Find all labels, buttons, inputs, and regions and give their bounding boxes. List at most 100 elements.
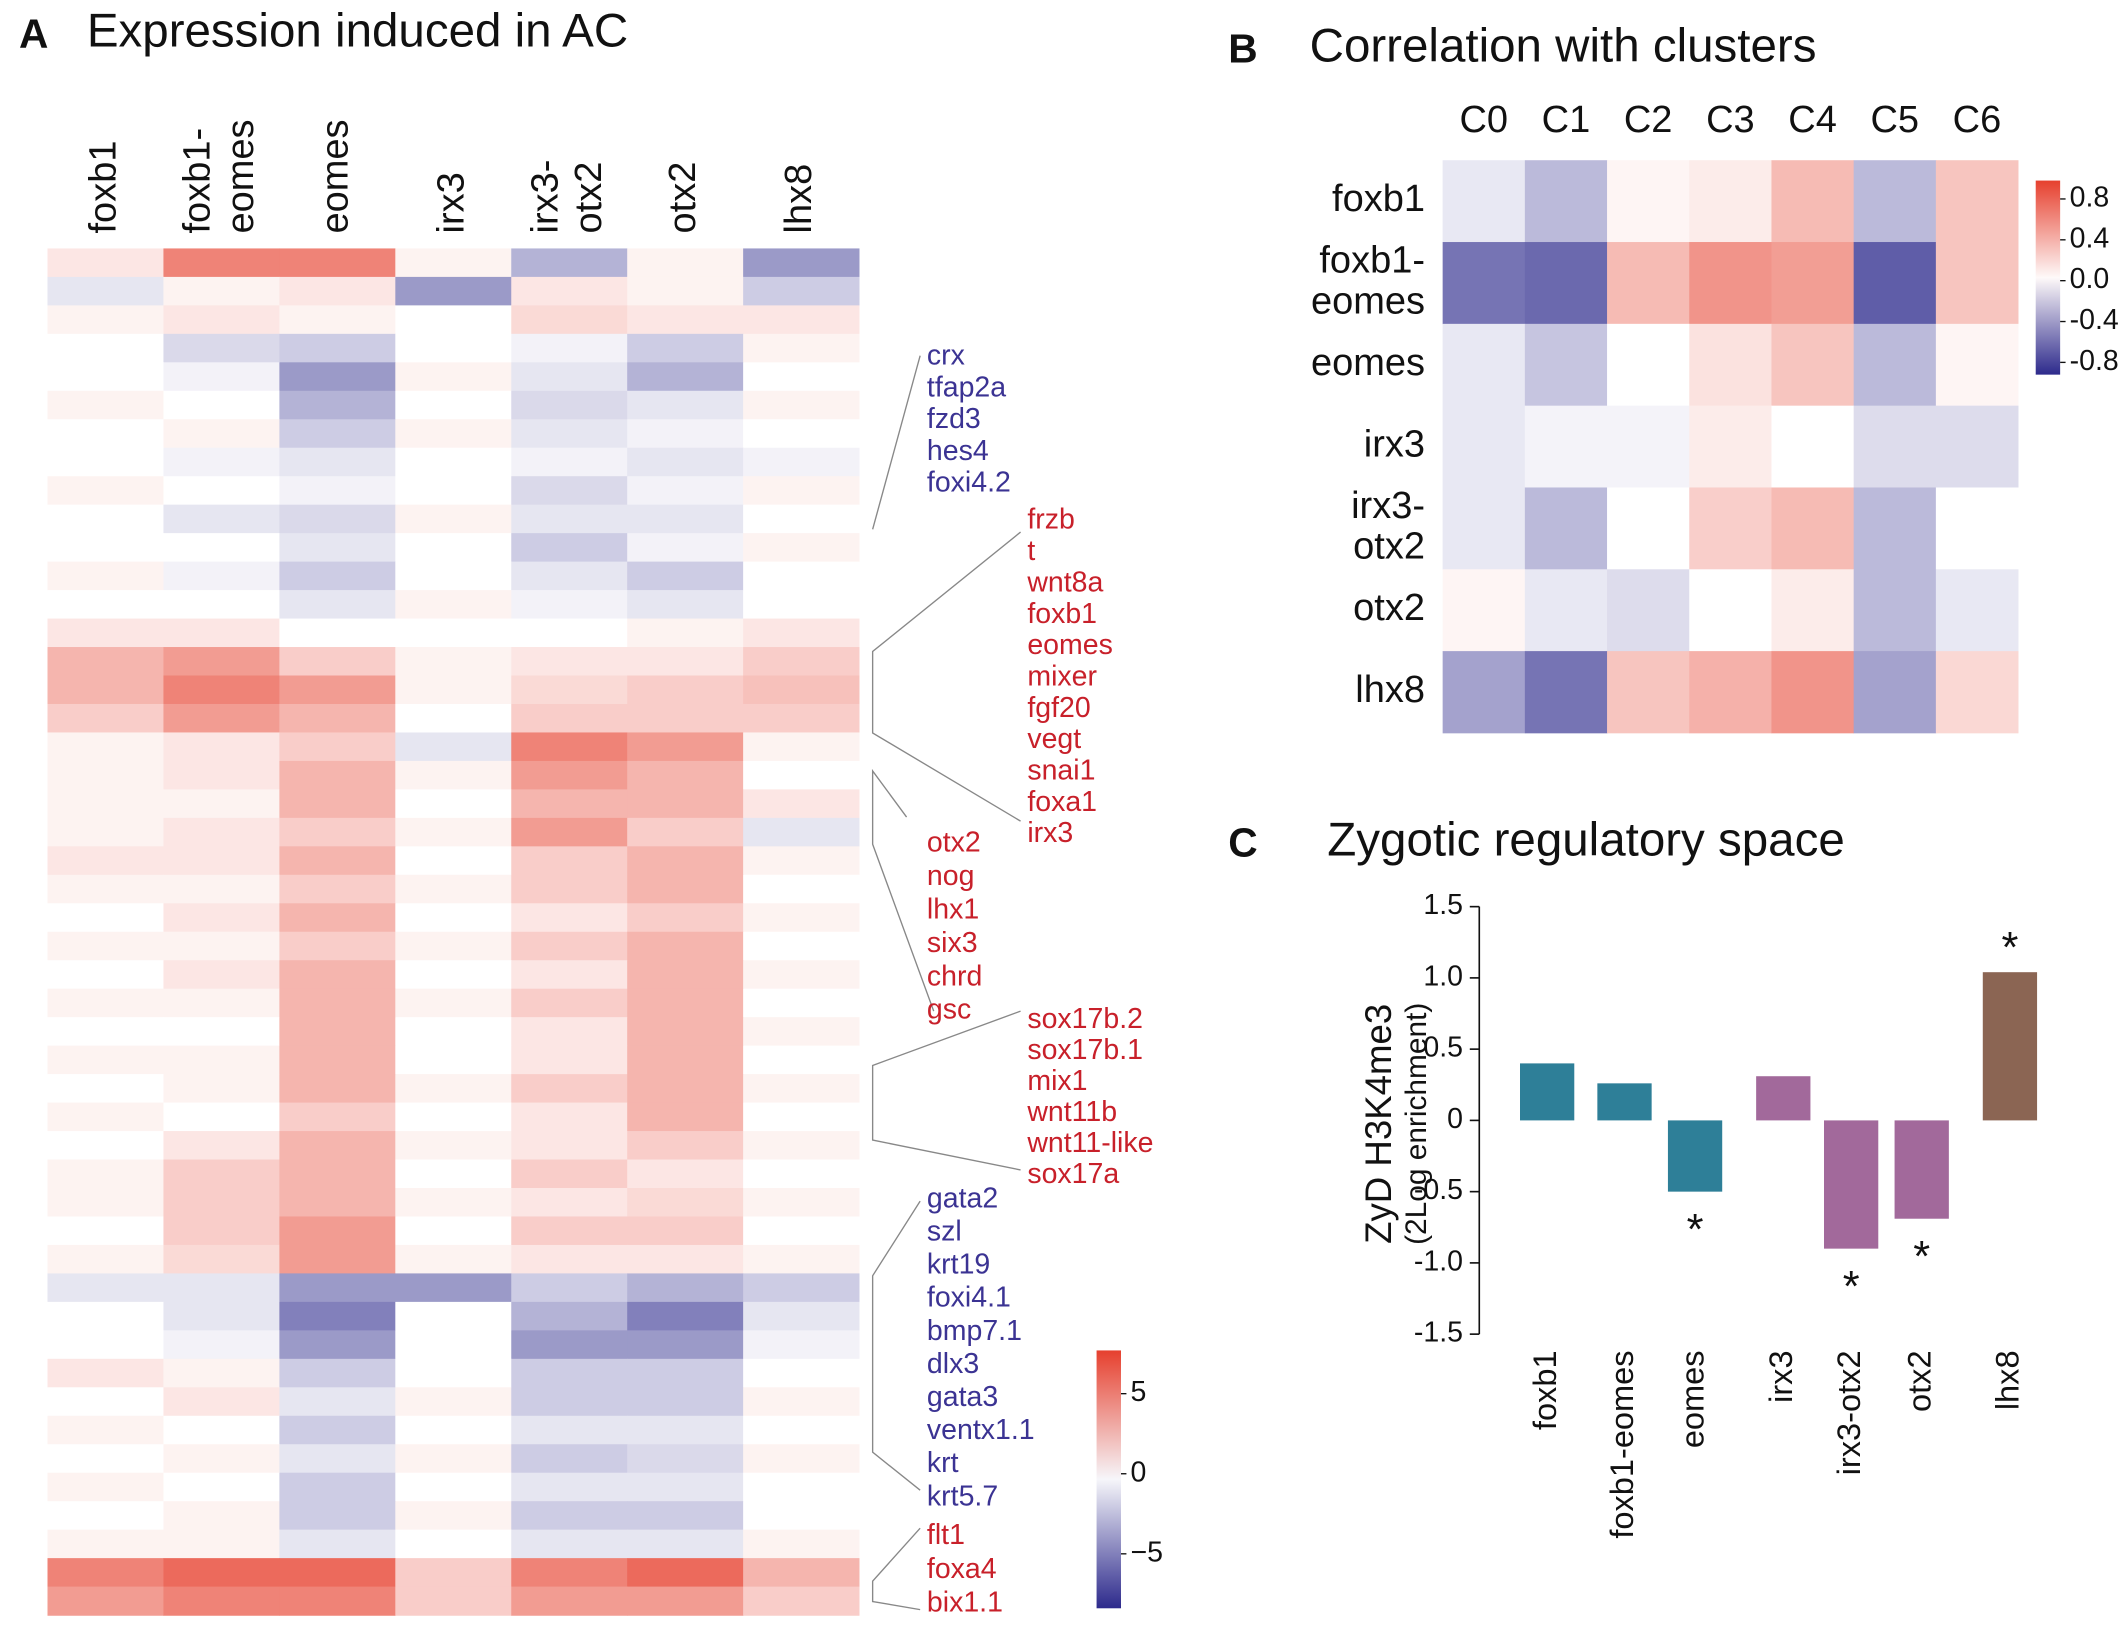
column-label: C5: [1870, 99, 1919, 141]
heatmap-cell: [1853, 160, 1937, 243]
heatmap-cell: [511, 504, 628, 534]
x-tick-label: irx3: [1763, 1350, 1799, 1402]
y-axis-label: (2Log enrichment): [1400, 1003, 1433, 1245]
heatmap-cell: [163, 1415, 280, 1445]
heatmap-cell: [627, 817, 744, 848]
heatmap-cell: [163, 703, 280, 734]
heatmap-cell: [279, 533, 396, 563]
heatmap-cell: [1853, 323, 1937, 407]
heatmap-cell: [743, 419, 860, 449]
heatmap-cell: [47, 846, 164, 876]
heatmap-cell: [47, 1330, 164, 1360]
heatmap-cell: [1771, 242, 1855, 325]
heatmap-cell: [627, 1444, 744, 1474]
heatmap-cell: [1524, 487, 1608, 570]
heatmap-cell: [511, 447, 628, 477]
gene-label: mixer: [1027, 660, 1097, 692]
heatmap-cell: [511, 561, 628, 591]
heatmap-cell: [279, 1187, 396, 1218]
y-tick-label: 1.5: [1423, 889, 1463, 921]
heatmap-cell: [163, 1045, 280, 1075]
column-label: otx2: [662, 162, 704, 234]
heatmap-cell: [627, 447, 744, 477]
y-tick-label: -1.0: [1414, 1245, 1463, 1277]
heatmap-cell: [163, 760, 280, 791]
heatmap-cell: [395, 647, 512, 677]
gene-label: fgf20: [1027, 692, 1090, 724]
heatmap-cell: [1607, 405, 1690, 488]
heatmap-cell: [395, 419, 512, 449]
panel-letter: B: [1228, 25, 1257, 71]
heatmap-cell: [627, 504, 744, 534]
heatmap-cell: [511, 1102, 628, 1132]
heatmap-cell: [1607, 651, 1690, 734]
heatmap-cell: [743, 1216, 860, 1246]
y-tick-label: 0.5: [1423, 1032, 1463, 1064]
gene-label: hes4: [927, 435, 989, 467]
heatmap-cell: [47, 504, 164, 534]
heatmap-cell: [743, 1330, 860, 1360]
heatmap-cell: [511, 1159, 628, 1189]
heatmap-cell: [743, 1045, 860, 1075]
row-label: eomes: [1311, 342, 1425, 384]
gene-label: ventx1.1: [927, 1414, 1035, 1446]
heatmap-cell: [1853, 487, 1937, 570]
chart-title: Correlation with clusters: [1310, 19, 1817, 72]
heatmap-cell: [163, 675, 280, 705]
heatmap-cell: [511, 675, 628, 705]
heatmap-cell: [395, 703, 512, 734]
heatmap-cell: [395, 1187, 512, 1218]
bar: [1756, 1076, 1811, 1121]
heatmap-cell: [279, 988, 396, 1018]
heatmap-cell: [627, 1045, 744, 1075]
heatmap-cell: [1524, 569, 1608, 652]
heatmap-cell: [627, 732, 744, 762]
heatmap-cell: [163, 1558, 280, 1588]
row-label: irx3-otx2: [1351, 485, 1425, 568]
column-label: C0: [1459, 99, 1508, 141]
gene-label: chrd: [927, 960, 982, 992]
heatmap-cell: [627, 305, 744, 335]
y-axis-label: ZyD H3K4me3: [1358, 1004, 1399, 1244]
heatmap-cell: [163, 1273, 280, 1303]
colorbar-tick-label: −5: [1131, 1536, 1163, 1568]
heatmap-cell: [511, 647, 628, 677]
heatmap-cell: [163, 447, 280, 477]
heatmap-cell: [743, 1131, 860, 1161]
row-label: foxb1: [1332, 178, 1425, 220]
heatmap-cell: [279, 1415, 396, 1445]
heatmap-cell: [627, 1529, 744, 1559]
x-tick-label: otx2: [1901, 1350, 1937, 1412]
heatmap-cell: [163, 362, 280, 392]
gene-label: bmp7.1: [927, 1315, 1022, 1347]
heatmap-cell: [279, 960, 396, 990]
panel-letter: C: [1228, 819, 1257, 865]
colorbar-tick-label: 5: [1131, 1376, 1147, 1408]
heatmap-cell: [279, 1244, 396, 1275]
gene-label: snai1: [1027, 755, 1095, 787]
heatmap-cell: [1442, 160, 1526, 243]
heatmap-cell: [627, 960, 744, 990]
heatmap-cell: [279, 1529, 396, 1559]
column-label: C2: [1624, 99, 1673, 141]
x-tick-label: irx3-otx2: [1831, 1350, 1867, 1475]
heatmap-cell: [163, 590, 280, 620]
heatmap-cell: [395, 846, 512, 876]
heatmap-cell: [1607, 487, 1690, 570]
chart-title: Zygotic regulatory space: [1327, 813, 1844, 866]
gene-label: foxb1: [1027, 598, 1097, 630]
heatmap-cell: [395, 1244, 512, 1275]
heatmap-cell: [279, 846, 396, 876]
gene-label: tfap2a: [927, 371, 1006, 403]
heatmap-cell: [47, 1159, 164, 1189]
heatmap-cell: [743, 390, 860, 420]
heatmap-cell: [279, 1301, 396, 1332]
heatmap-cell: [47, 590, 164, 620]
heatmap-cell: [743, 1244, 860, 1275]
heatmap-cell: [47, 305, 164, 335]
gene-label: gata2: [927, 1182, 998, 1214]
heatmap-cell: [743, 476, 860, 506]
heatmap-cell: [279, 1102, 396, 1132]
heatmap-cell: [511, 276, 628, 307]
row-label: otx2: [1353, 587, 1425, 629]
